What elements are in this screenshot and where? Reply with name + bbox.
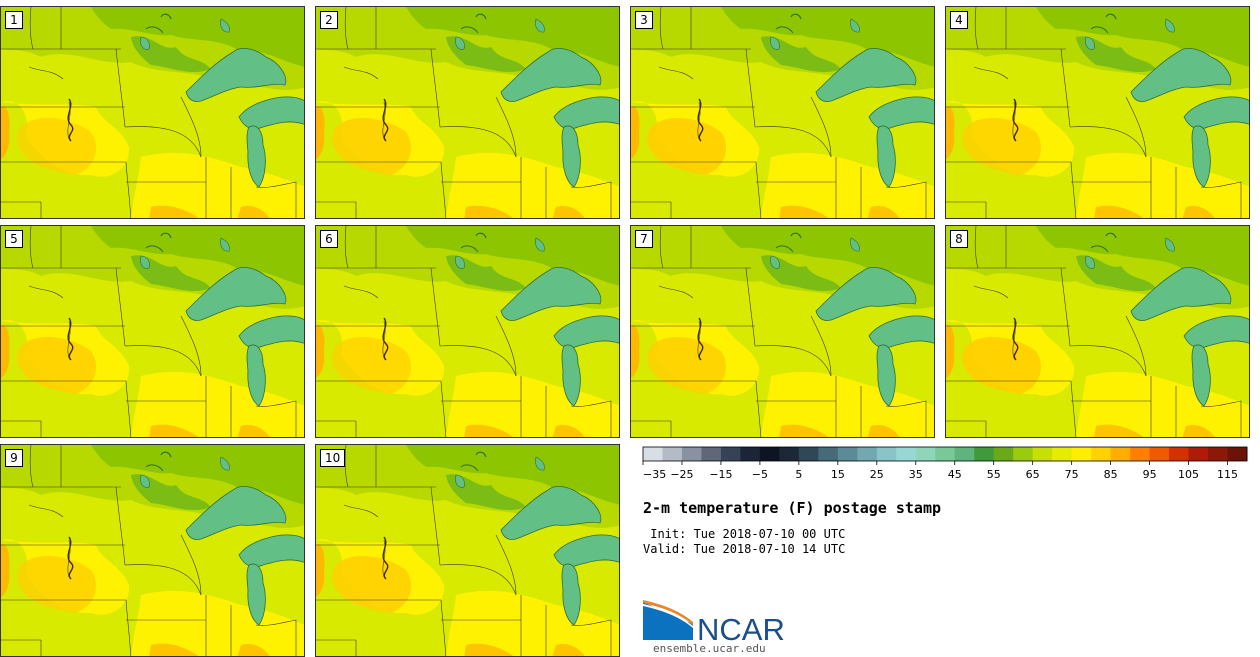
colorbar-swatch (740, 447, 761, 461)
map-panel-1: 1 (0, 6, 305, 219)
colorbar-swatch (818, 447, 839, 461)
colorbar-swatch (1188, 447, 1209, 461)
colorbar-swatch (1149, 447, 1170, 461)
colorbar-swatch (974, 447, 995, 461)
colorbar-tick-label: −5 (752, 468, 768, 481)
colorbar-swatch (701, 447, 722, 461)
colorbar-swatch (915, 447, 936, 461)
colorbar-swatch (935, 447, 956, 461)
colorbar-tick-label: 35 (909, 468, 923, 481)
panel-number-5: 5 (5, 230, 23, 248)
colorbar-tick-label: 95 (1143, 468, 1157, 481)
colorbar-tick-label: 105 (1178, 468, 1199, 481)
panel-number-7: 7 (635, 230, 653, 248)
ncar-logo-text: NCAR (697, 612, 785, 642)
colorbar-swatch (779, 447, 800, 461)
colorbar-tick-label: 65 (1026, 468, 1040, 481)
colorbar-swatch (837, 447, 858, 461)
panel-number-8: 8 (950, 230, 968, 248)
colorbar-swatch (720, 447, 741, 461)
panel-number-9: 9 (5, 449, 23, 467)
map-panel-7: 7 (630, 225, 935, 438)
colorbar-tick-label: 5 (795, 468, 802, 481)
map-panel-5: 5 (0, 225, 305, 438)
panel-number-10: 10 (320, 449, 346, 467)
map-panel-10: 10 (315, 444, 620, 657)
colorbar-swatch (1208, 447, 1229, 461)
panel-number-1: 1 (5, 11, 23, 29)
colorbar-tick-label: 15 (831, 468, 845, 481)
colorbar-tick-label: 55 (987, 468, 1001, 481)
panel-number-4: 4 (950, 11, 968, 29)
colorbar-swatch (1013, 447, 1034, 461)
colorbar-swatch (1071, 447, 1092, 461)
colorbar-swatch (857, 447, 878, 461)
colorbar-tick-label: −35 (643, 468, 666, 481)
colorbar-swatch (1052, 447, 1073, 461)
colorbar-border (642, 446, 1248, 462)
colorbar-swatch (759, 447, 780, 461)
colorbar-tick-label: 25 (870, 468, 884, 481)
valid-time: Valid: Tue 2018-07-10 14 UTC (643, 542, 846, 556)
colorbar-swatch (662, 447, 683, 461)
map-panel-9: 9 (0, 444, 305, 657)
panel-number-6: 6 (320, 230, 338, 248)
map-panel-8: 8 (945, 225, 1250, 438)
map-panel-4: 4 (945, 6, 1250, 219)
colorbar-swatch (1091, 447, 1112, 461)
colorbar-swatch (798, 447, 819, 461)
figure-title: 2-m temperature (F) postage stamp (643, 499, 942, 517)
colorbar-swatch (876, 447, 897, 461)
colorbar-swatch (1130, 447, 1151, 461)
colorbar-tick-label: −15 (709, 468, 732, 481)
colorbar-swatch (643, 447, 663, 461)
logo-url: ensemble.ucar.edu (653, 642, 766, 655)
colorbar-swatch (681, 447, 702, 461)
colorbar-swatch (896, 447, 917, 461)
init-time: Init: Tue 2018-07-10 00 UTC (643, 527, 846, 541)
colorbar-swatch (1227, 447, 1248, 461)
colorbar-tick-label: 45 (948, 468, 962, 481)
colorbar-swatch (1169, 447, 1190, 461)
colorbar-swatch (954, 447, 975, 461)
colorbar-tick-label: 115 (1217, 468, 1238, 481)
colorbar-tick-label: 85 (1104, 468, 1118, 481)
temperature-colorbar: −35 −25 −15 −5 5 15 25 35 45 55 65 75 85 95 105 115 (642, 446, 1248, 481)
colorbar-swatch (1110, 447, 1131, 461)
map-panel-2: 2 (315, 6, 620, 219)
colorbar-tick-label: 75 (1065, 468, 1079, 481)
panel-number-2: 2 (320, 11, 338, 29)
ncar-logo: NCAR (643, 600, 785, 642)
colorbar-swatch (1032, 447, 1053, 461)
colorbar-tick-label: −25 (670, 468, 693, 481)
map-panel-6: 6 (315, 225, 620, 438)
panel-number-3: 3 (635, 11, 653, 29)
colorbar-swatch (993, 447, 1014, 461)
map-panel-3: 3 (630, 6, 935, 219)
